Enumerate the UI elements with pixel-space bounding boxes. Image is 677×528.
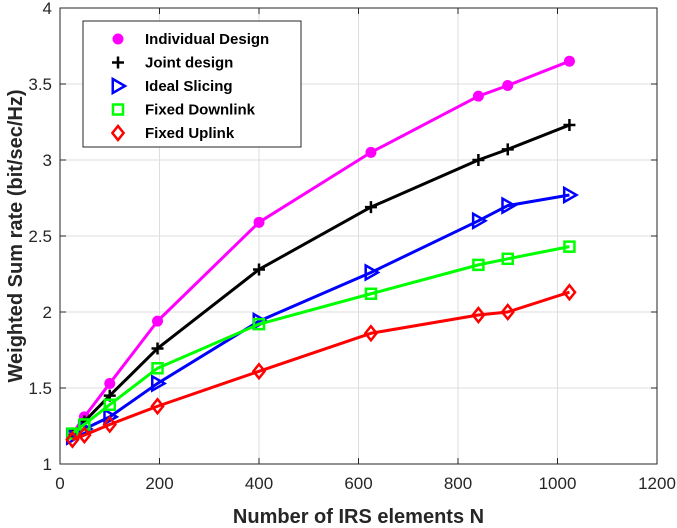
series-individual-design [66,55,575,440]
y-tick-label: 3 [43,151,52,170]
data-point-diamond [471,306,486,325]
x-tick-label: 1000 [539,474,577,493]
data-point-triangle [471,211,488,230]
data-point-circle [563,55,575,67]
data-point-diamond [102,415,117,434]
data-point-square [364,287,378,301]
data-point-diamond [500,302,515,322]
data-point-circle [152,315,164,327]
legend-label: Fixed Uplink [145,125,235,142]
legend: Individual Design Joint design Ideal Slici… [82,20,302,148]
data-point-triangle [364,263,381,282]
x-tick-label: 0 [55,474,64,493]
data-point-circle [365,146,377,158]
data-point-triangle [501,196,518,215]
data-point-circle [253,216,265,228]
data-point-circle [472,90,484,102]
y-axis-title: Weighted Sum rate (bit/sec/Hz) [5,89,27,382]
data-point-plus [472,154,485,166]
data-point-plus [501,143,514,156]
series-line [71,245,570,435]
y-tick-label: 4 [43,0,52,18]
legend-item: Fixed Downlink [111,102,256,119]
x-tick-label: 1200 [638,474,676,493]
series-layer [65,55,579,449]
y-tick-label: 1.5 [28,379,52,398]
data-point-circle [502,80,514,92]
x-tick-label: 400 [245,474,273,493]
axis-ticks: 0 200 400 600 800 1000 1200 1 1.5 2 2.5 3 3.5 4 [28,0,676,493]
data-point-plus [364,201,377,214]
series-line [71,123,570,437]
data-point-diamond [77,426,92,445]
data-point-diamond [562,283,577,302]
data-point-diamond [150,397,165,416]
y-tick-label: 2 [43,303,52,322]
legend-item: Joint design [112,55,233,72]
data-point-diamond [110,123,126,143]
series-line [71,193,570,438]
legend-item: Fixed Uplink [110,123,235,143]
data-point-square [103,398,116,411]
data-point-square [472,258,485,272]
data-point-circle [112,33,124,45]
data-point-square [151,361,164,375]
data-point-diamond [251,362,267,381]
data-point-circle [104,377,116,389]
data-point-square [501,252,514,266]
series-ideal-slicing [65,185,579,446]
y-tick-label: 1 [43,455,52,474]
data-point-triangle [151,374,168,393]
data-point-square [111,103,125,116]
x-tick-label: 200 [145,474,173,493]
x-tick-label: 800 [444,474,472,493]
data-point-plus [563,119,576,132]
data-point-diamond [363,324,379,343]
legend-label: Joint design [145,55,233,72]
data-point-diamond [65,430,80,449]
data-point-plus [253,263,265,276]
data-point-triangle [562,185,579,205]
legend-item: Individual Design [112,31,269,48]
y-tick-label: 3.5 [28,75,52,94]
series-fixed-uplink [65,283,577,449]
series-line [71,290,570,442]
legend-item: Ideal Slicing [111,76,233,96]
legend-label: Individual Design [145,31,269,48]
legend-label: Fixed Downlink [145,102,256,119]
data-point-plus [112,56,124,69]
x-axis-title: Number of IRS elements N [233,506,484,528]
y-tick-label: 2.5 [28,227,52,246]
legend-label: Ideal Slicing [145,78,233,95]
data-point-plus [151,342,164,355]
data-point-square [252,317,266,331]
x-tick-label: 600 [344,474,372,493]
data-point-square [563,240,576,253]
data-point-triangle [111,76,128,96]
